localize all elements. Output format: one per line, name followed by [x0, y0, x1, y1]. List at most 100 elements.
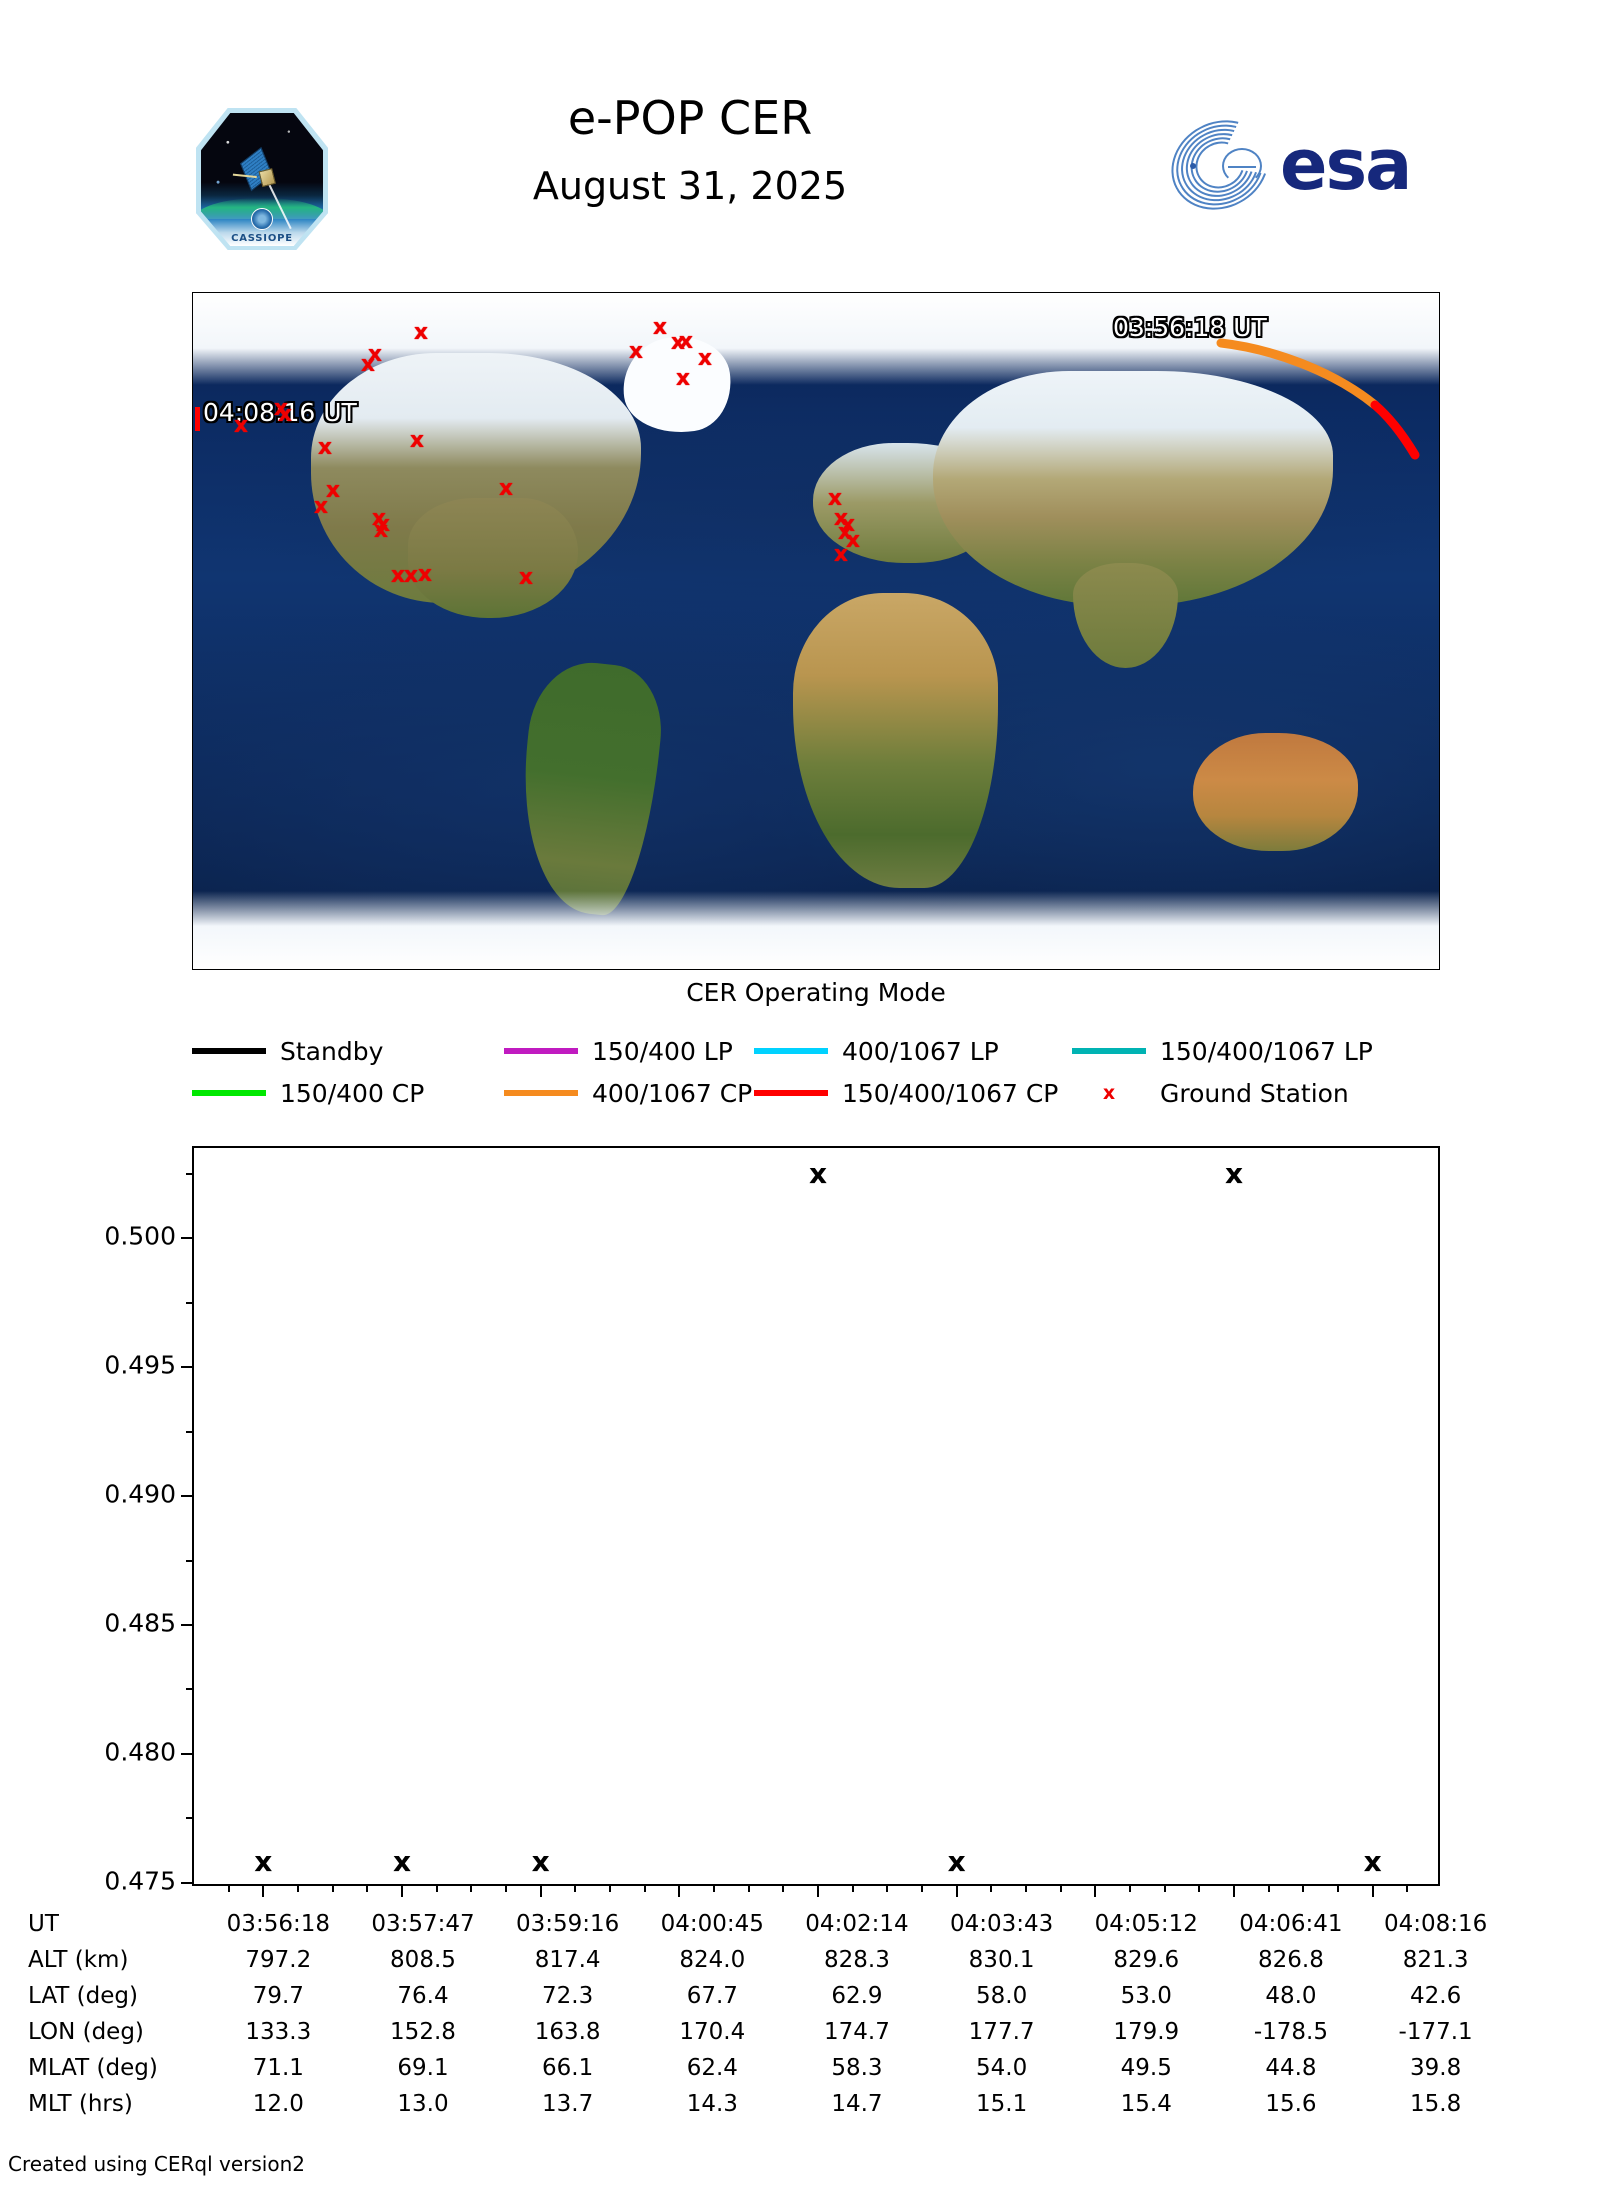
mode-legend: Standby 150/400 LP 400/1067 LP 150/400/1…	[192, 1030, 1440, 1114]
table-cell: 830.1	[968, 1947, 1035, 1973]
table-cell: 170.4	[679, 2019, 746, 2045]
esa-inner-bar	[1228, 166, 1256, 169]
y-tick-major	[181, 1624, 194, 1626]
legend-row-2: 150/400 CP 400/1067 CP 150/400/1067 CP x…	[192, 1072, 1440, 1114]
x-tick-minor	[227, 1884, 230, 1892]
ground-station-marker: x	[313, 494, 329, 519]
y-tick-major	[181, 1752, 194, 1755]
y-tick-major	[181, 1237, 194, 1240]
legend-label-ground-station: Ground Station	[1160, 1078, 1349, 1108]
ground-station-marker: x	[413, 320, 429, 345]
esa-agency-logo: esa	[1155, 103, 1454, 227]
table-row: ALT (km) 797.2 808.5 817.4 824.0 828.3 830.1 82…	[28, 1942, 1508, 1978]
y-tick-label: 0.485	[104, 1608, 176, 1638]
x-tick-minor	[921, 1884, 923, 1892]
table-cell: 71.1	[252, 2055, 304, 2081]
esa-wordmark: esa	[1280, 124, 1412, 206]
data-point-marker: x	[808, 1156, 828, 1190]
cassiope-mission-logo: CASSIOPE	[196, 108, 328, 250]
table-cell: 828.3	[824, 1947, 890, 1973]
legend-item-standby[interactable]: Standby	[192, 1037, 504, 1066]
ground-station-marker: x	[837, 520, 853, 545]
table-cell: 62.9	[831, 1983, 883, 2009]
ground-station-marker: x	[833, 506, 849, 531]
x-tick-minor	[1059, 1884, 1062, 1892]
legend-label-400-1067-cp: 400/1067 CP	[592, 1078, 753, 1108]
y-tick-minor	[186, 1172, 194, 1175]
table-cell: 826.8	[1257, 1947, 1324, 1973]
table-cell: 174.7	[824, 2019, 890, 2045]
legend-row-1: Standby 150/400 LP 400/1067 LP 150/400/1…	[192, 1030, 1440, 1072]
legend-swatch-standby	[192, 1048, 266, 1054]
esa-emblem-icon	[1155, 103, 1285, 227]
legend-item-ground-station[interactable]: x Ground Station	[1072, 1079, 1349, 1108]
ground-station-marker: x	[675, 366, 691, 391]
x-tick-major	[1094, 1884, 1097, 1897]
table-cell: 42.6	[1410, 1983, 1462, 2009]
legend-item-150-400-1067-lp[interactable]: 150/400/1067 LP	[1072, 1037, 1373, 1066]
table-cell: 13.7	[542, 2091, 594, 2117]
ground-station-marker: x	[417, 562, 433, 587]
y-tick-label: 0.495	[104, 1350, 176, 1380]
legend-item-150-400-1067-cp[interactable]: 150/400/1067 CP	[754, 1079, 1072, 1108]
x-tick-major	[678, 1884, 681, 1897]
x-tick-minor	[1337, 1884, 1339, 1892]
legend-label-150-400-1067-lp: 150/400/1067 LP	[1160, 1036, 1373, 1066]
x-tick-minor	[435, 1884, 438, 1892]
table-cell: 817.4	[534, 1947, 601, 1973]
y-tick-label: 0.490	[104, 1479, 176, 1509]
ground-station-marker: x	[233, 413, 249, 438]
page-title: e-POP CER	[567, 91, 813, 145]
table-cell: 39.8	[1410, 2055, 1462, 2081]
table-cell: 15.8	[1410, 2091, 1462, 2117]
ground-station-icon: x	[1102, 1082, 1116, 1104]
x-tick-major	[401, 1884, 403, 1897]
landmass-australia	[1193, 733, 1358, 851]
page-date: August 31, 2025	[532, 164, 848, 208]
x-tick-minor	[886, 1884, 889, 1892]
cer-current-plot: x x x x x x x	[181, 1146, 1440, 1897]
table-row-label: LAT (deg)	[28, 1983, 138, 2009]
ground-station-marker: x	[652, 315, 668, 340]
table-cell: 04:00:45	[660, 1911, 764, 1937]
table-cell: 69.1	[397, 2055, 449, 2081]
data-point-marker: x	[531, 1845, 550, 1879]
x-tick-minor	[297, 1884, 299, 1892]
ground-station-marker: x	[360, 352, 376, 377]
table-cell: 66.1	[542, 2055, 594, 2081]
x-tick-minor	[470, 1884, 473, 1892]
legend-item-150-400-lp[interactable]: 150/400 LP	[504, 1037, 754, 1066]
table-cell: 03:56:18	[226, 1911, 330, 1937]
x-tick-minor	[1025, 1884, 1027, 1892]
x-tick-minor	[331, 1884, 334, 1892]
legend-swatch-150-400-1067-cp	[754, 1090, 828, 1096]
ut-annotation-tick	[195, 407, 200, 431]
table-row: LAT (deg) 79.7 76.4 72.3 67.7 62.9 58.0 53.0 48.…	[28, 1978, 1508, 2014]
legend-label-150-400-lp: 150/400 LP	[592, 1036, 733, 1066]
table-cell: 76.4	[397, 1983, 449, 2009]
ground-station-marker: x	[518, 565, 534, 590]
legend-item-150-400-cp[interactable]: 150/400 CP	[192, 1079, 504, 1108]
ground-station-marker: x	[678, 329, 694, 354]
legend-item-400-1067-lp[interactable]: 400/1067 LP	[754, 1037, 1072, 1066]
mission-logo-label: CASSIOPE	[231, 233, 293, 244]
y-tick-minor	[186, 1688, 194, 1691]
x-tick-minor	[366, 1884, 369, 1892]
landmass-usa-mexico	[408, 498, 578, 618]
x-tick-major	[1371, 1884, 1374, 1897]
table-row-label: MLAT (deg)	[28, 2055, 158, 2081]
legend-item-400-1067-cp[interactable]: 400/1067 CP	[504, 1079, 754, 1108]
x-tick-minor	[1163, 1884, 1166, 1892]
legend-label-400-1067-lp: 400/1067 LP	[842, 1036, 999, 1066]
table-cell: 824.0	[679, 1947, 746, 1973]
ground-station-marker: x	[371, 506, 387, 531]
table-row: UT 03:56:18 03:57:47 03:59:16 04:00:45 04:02:…	[28, 1906, 1508, 1942]
table-cell: 133.3	[245, 2019, 312, 2045]
ut-annotation-start: 03:56:18 UT	[1113, 313, 1267, 342]
ground-station-marker: x	[670, 330, 686, 355]
ground-station-marker: x	[409, 428, 425, 453]
table-cell: 808.5	[390, 1947, 456, 1973]
y-tick-minor	[186, 1430, 194, 1433]
table-cell: 72.3	[542, 1983, 594, 2009]
table-cell: 04:03:43	[949, 1911, 1054, 1937]
